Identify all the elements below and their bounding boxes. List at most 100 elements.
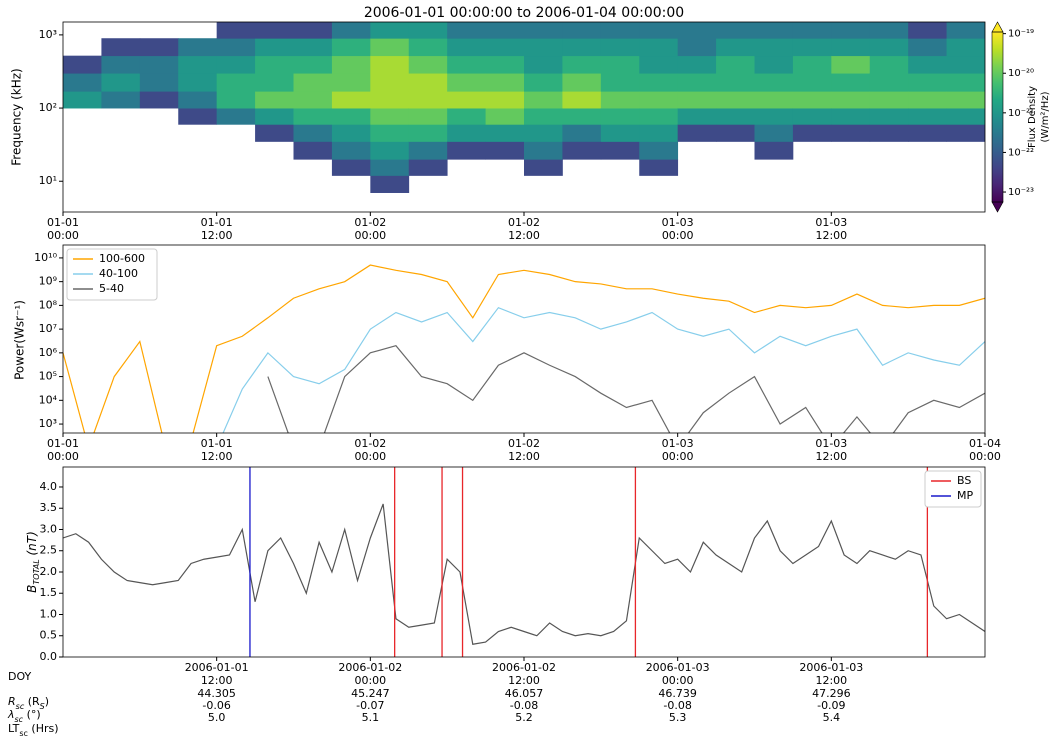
heatmap-cell	[792, 73, 832, 92]
y-tick-label: 2.0	[40, 565, 58, 578]
x-tick-label: 01-02 12:00	[508, 437, 540, 463]
heatmap-cell	[293, 124, 333, 142]
heatmap-cell	[408, 22, 448, 39]
y-tick-label: 10⁶	[39, 346, 58, 359]
colorbar-extend	[991, 201, 1004, 213]
heatmap-cell	[716, 22, 755, 39]
ephemeris-value: -0.08	[663, 699, 691, 712]
heatmap-cell	[946, 108, 985, 125]
colorbar-frame	[991, 31, 1004, 203]
heatmap-cell	[639, 108, 679, 125]
heatmap-cell	[216, 73, 256, 92]
ephemeris-value: -0.06	[202, 699, 230, 712]
heatmap-cell	[331, 91, 371, 109]
heatmap-cell	[178, 91, 218, 109]
heatmap-cell	[639, 55, 679, 74]
legend-box	[66, 248, 158, 301]
heatmap-cell	[331, 22, 371, 39]
heatmap-cell	[255, 124, 294, 142]
heatmap-cell	[370, 141, 410, 160]
ephemeris-value: 5.2	[515, 711, 533, 724]
heatmap-cell	[754, 91, 794, 109]
heatmap-cell	[946, 91, 985, 109]
heatmap-cell	[178, 38, 218, 57]
x-tick-label: 01-02 12:00	[508, 216, 540, 242]
plot-area	[63, 264, 985, 433]
heatmap-cell	[639, 91, 679, 109]
heatmap-cell	[101, 73, 141, 92]
heatmap-cell	[754, 124, 794, 142]
ephemeris-value: 46.057	[505, 687, 544, 700]
y-tick-label: 10⁴	[39, 393, 58, 406]
heatmap-cell	[716, 124, 755, 142]
heatmap-cell	[447, 55, 486, 74]
row-label: Rsc (RS)	[8, 695, 49, 711]
heatmap-cell	[716, 91, 755, 109]
heatmap-cell	[408, 141, 448, 160]
heatmap-cell	[370, 73, 410, 92]
heatmap-cell	[869, 73, 909, 92]
heatmap-cell	[869, 22, 909, 39]
heatmap-cell	[831, 38, 871, 57]
heatmap-cell	[831, 124, 871, 142]
heatmap-cell	[600, 73, 640, 92]
legend-label: 100-600	[99, 252, 145, 265]
heatmap-cell	[562, 73, 602, 92]
data-line	[222, 306, 985, 433]
heatmap-cell	[639, 73, 679, 92]
heatmap-cell	[677, 73, 717, 92]
heatmap-cell	[639, 141, 679, 160]
label-part: )	[45, 695, 49, 708]
data-line	[63, 264, 985, 433]
heatmap-cell	[485, 124, 525, 142]
heatmap-cell	[408, 73, 448, 92]
heatmap-cell	[216, 91, 256, 109]
heatmap-cell	[408, 55, 448, 74]
y-tick-label: 2.5	[40, 544, 58, 557]
heatmap-cell	[677, 22, 717, 39]
x-tick-label: 2006-01-03 00:00	[646, 661, 710, 687]
heatmap-cell	[639, 22, 679, 39]
label-part: B	[25, 585, 39, 593]
ephemeris-value: 46.739	[658, 687, 697, 700]
ephemeris-value: -0.09	[817, 699, 845, 712]
heatmap-cell	[716, 55, 755, 74]
y-tick-label: 10¹⁰	[34, 251, 57, 264]
label-sub: TOTAL	[32, 559, 41, 584]
x-tick-label: 2006-01-03 12:00	[799, 661, 863, 687]
heatmap-cell	[869, 55, 909, 74]
heatmap-cell	[946, 124, 985, 142]
label-part: (nT)	[25, 531, 39, 559]
heatmap-cell	[831, 73, 871, 92]
y-tick-label: 4.0	[40, 480, 58, 493]
heatmap-cell	[792, 108, 832, 125]
heatmap-cell	[370, 159, 410, 176]
x-tick-label: 01-01 00:00	[47, 216, 79, 242]
heatmap-cell	[792, 124, 832, 142]
x-tick-label: 2006-01-01 12:00	[185, 661, 249, 687]
heatmap-cell	[524, 55, 563, 74]
heatmap-cell	[677, 91, 717, 109]
heatmap-cell	[216, 55, 256, 74]
heatmap-cell	[370, 124, 410, 142]
y-tick-label: 1.0	[40, 607, 58, 620]
label-sub: sc	[19, 729, 28, 737]
colorbar-extend	[991, 21, 1004, 33]
heatmap-cell	[908, 108, 947, 125]
label-part: Flux Density	[1027, 86, 1038, 148]
heatmap-cell	[101, 38, 141, 57]
heatmap-cell	[408, 108, 448, 125]
heatmap-cell	[562, 108, 602, 125]
heatmap-cell	[716, 108, 755, 125]
heatmap-cell	[908, 38, 947, 57]
x-tick-label: 01-04 00:00	[969, 437, 1001, 463]
heatmap-cell	[600, 55, 640, 74]
heatmap-cell	[331, 124, 371, 142]
ephemeris-value: -0.08	[510, 699, 538, 712]
heatmap-cell	[831, 22, 871, 39]
heatmap-cell	[562, 38, 602, 57]
heatmap-cell	[600, 124, 640, 142]
heatmap-cell	[485, 73, 525, 92]
ephemeris-value: 5.4	[823, 711, 841, 724]
